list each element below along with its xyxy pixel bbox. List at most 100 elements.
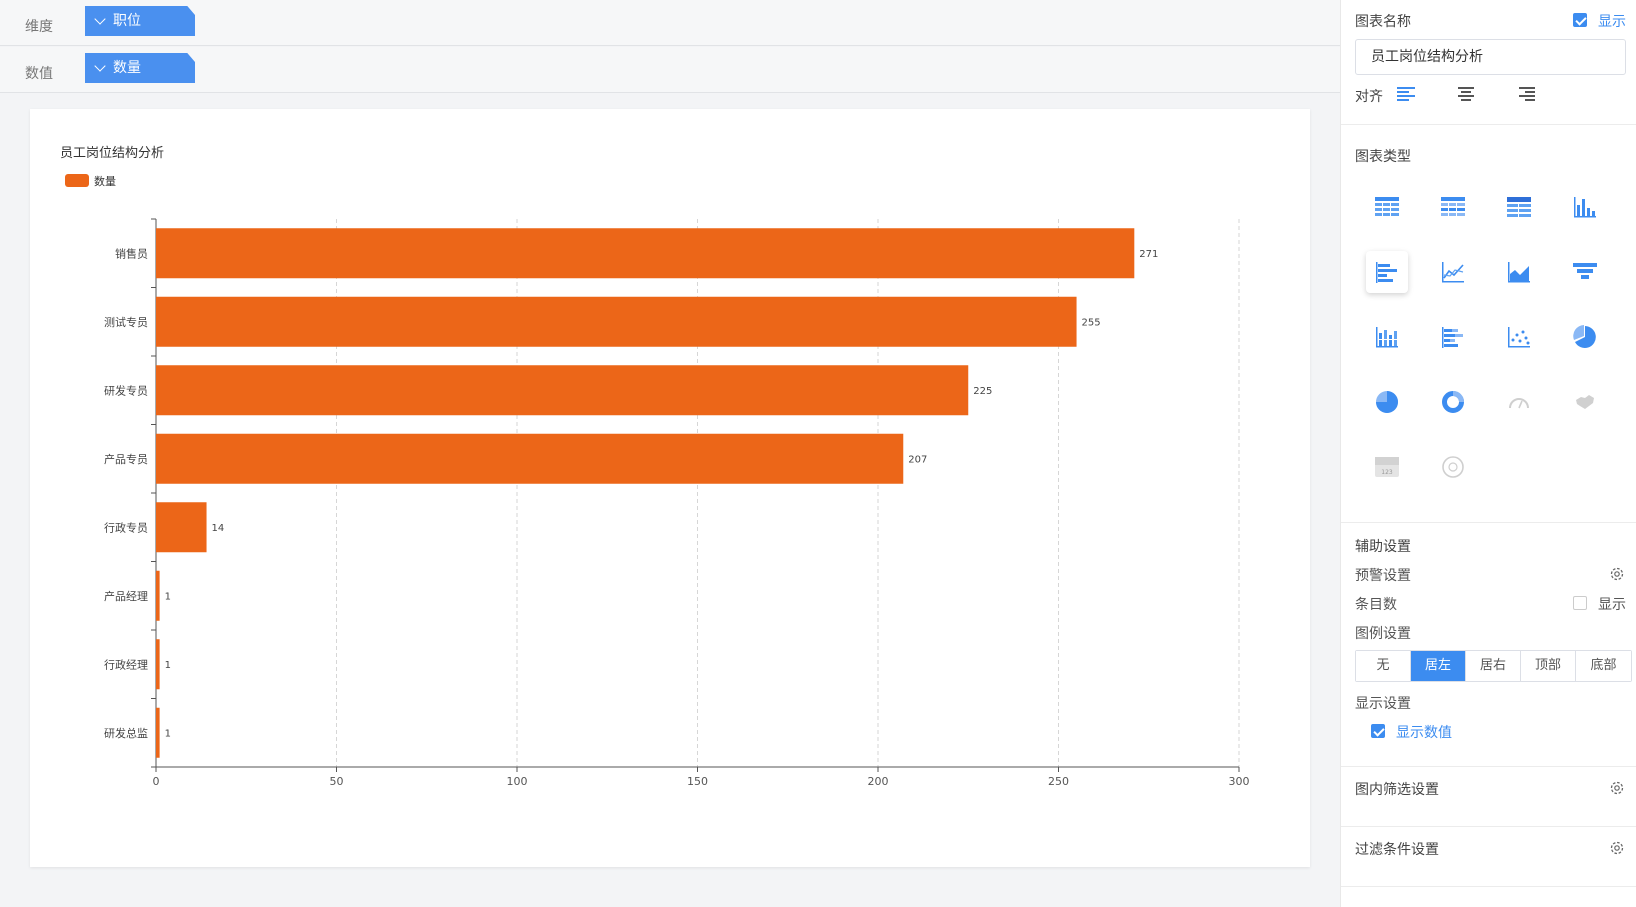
divider	[1341, 886, 1636, 887]
scatter-chart-type-icon[interactable]	[1498, 316, 1540, 358]
legend-option-bottom[interactable]: 底部	[1576, 651, 1631, 681]
category-label: 测试专员	[104, 315, 148, 329]
aux-settings-label: 辅助设置	[1355, 539, 1411, 555]
bar	[156, 570, 160, 621]
legend-option-none[interactable]: 无	[1356, 651, 1411, 681]
category-label: 研发总监	[104, 726, 148, 740]
warning-gear-icon[interactable]	[1609, 566, 1625, 582]
legend-label: 数量	[94, 175, 116, 188]
donut-chart-type-icon[interactable]	[1432, 381, 1474, 423]
data-label: 1	[165, 728, 171, 739]
measure-row: 数值 数量	[0, 47, 1340, 93]
inner-filter-gear-icon[interactable]	[1609, 780, 1625, 796]
map-chart-type-icon[interactable]	[1564, 381, 1606, 423]
x-tick-label: 300	[1229, 775, 1250, 788]
align-left-icon[interactable]	[1397, 87, 1415, 101]
funnel-chart-type-icon[interactable]	[1564, 251, 1606, 293]
category-label: 销售员	[115, 246, 148, 260]
legend-option-left[interactable]: 居左	[1411, 651, 1466, 681]
x-tick-label: 250	[1048, 775, 1069, 788]
show-values-label: 显示数值	[1396, 725, 1452, 741]
x-tick-label: 200	[868, 775, 889, 788]
area-chart-type-icon[interactable]	[1498, 251, 1540, 293]
data-label: 225	[973, 386, 992, 397]
bar	[156, 639, 160, 690]
chart-type-label: 图表类型	[1355, 149, 1411, 165]
filter-gear-icon[interactable]	[1609, 840, 1625, 856]
gauge-chart-type-icon[interactable]	[1498, 381, 1540, 423]
count-show-checkbox[interactable]	[1573, 596, 1587, 610]
warning-settings-label: 预警设置	[1355, 568, 1411, 584]
measure-label: 数值	[25, 66, 53, 82]
data-label: 14	[212, 523, 225, 534]
legend-swatch	[65, 174, 89, 187]
line-chart-type-icon[interactable]	[1432, 251, 1474, 293]
legend-settings-label: 图例设置	[1355, 626, 1411, 642]
divider	[1341, 766, 1636, 767]
x-tick-label: 50	[330, 775, 344, 788]
data-label: 1	[165, 591, 171, 602]
count-show-label: 显示	[1598, 597, 1626, 613]
bar	[156, 365, 969, 416]
bar	[156, 228, 1135, 279]
legend-option-top[interactable]: 顶部	[1521, 651, 1576, 681]
kpi-card-type-icon[interactable]: 123	[1366, 446, 1408, 488]
chevron-down-icon	[94, 60, 106, 72]
divider	[1341, 124, 1636, 125]
show-title-checkbox[interactable]	[1573, 13, 1587, 27]
bar	[156, 707, 160, 758]
detail-table-type-icon[interactable]	[1498, 186, 1540, 228]
bar	[156, 502, 207, 553]
count-label: 条目数	[1355, 597, 1397, 613]
show-title-label: 显示	[1598, 14, 1626, 30]
category-label: 研发专员	[104, 383, 148, 397]
x-tick-label: 100	[507, 775, 528, 788]
chart-name-input[interactable]: 员工岗位结构分析	[1355, 39, 1626, 75]
measure-value: 数量	[113, 60, 141, 76]
svg-text:123: 123	[1381, 469, 1393, 476]
legend-option-right[interactable]: 居右	[1466, 651, 1521, 681]
category-label: 行政经理	[104, 657, 148, 671]
chart-card: 员工岗位结构分析数量 0 50 100 150 200 250 300 销售员 271 测试专员 25…	[30, 109, 1310, 867]
stacked-bar-type-icon[interactable]	[1432, 316, 1474, 358]
bar-chart-type-icon[interactable]	[1366, 251, 1408, 293]
cross-table-type-icon[interactable]	[1432, 186, 1474, 228]
align-right-icon[interactable]	[1517, 87, 1535, 101]
dimension-row: 维度 职位	[0, 0, 1340, 46]
column-chart-type-icon[interactable]	[1564, 186, 1606, 228]
divider	[1341, 826, 1636, 827]
table-type-icon[interactable]	[1366, 186, 1408, 228]
chart-editor-area: 维度 职位 数值 数量 员工岗位结构分析 数量 0 50 100 150 200 250 300…	[0, 0, 1340, 867]
inner-filter-label: 图内筛选设置	[1355, 782, 1439, 798]
category-label: 产品专员	[104, 452, 148, 466]
display-settings-label: 显示设置	[1355, 696, 1411, 712]
dimension-value: 职位	[113, 13, 141, 29]
measure-pill[interactable]: 数量	[85, 53, 195, 83]
category-label: 产品经理	[104, 589, 148, 603]
dimension-pill[interactable]: 职位	[85, 6, 195, 36]
filter-conditions-label: 过滤条件设置	[1355, 842, 1439, 858]
divider	[1341, 522, 1636, 523]
legend-position-group: 无 居左 居右 顶部 底部	[1355, 650, 1632, 682]
settings-panel: 图表名称 显示 员工岗位结构分析 对齐 图表类型	[1340, 0, 1636, 907]
chevron-down-icon	[94, 13, 106, 25]
data-label: 207	[908, 454, 927, 465]
x-tick-label: 0	[153, 775, 160, 788]
x-tick-label: 150	[687, 775, 708, 788]
stacked-column-type-icon[interactable]	[1366, 316, 1408, 358]
chart-title: 员工岗位结构分析	[60, 146, 164, 161]
bar	[156, 433, 904, 484]
data-label: 1	[165, 660, 171, 671]
category-label: 行政专员	[104, 520, 148, 534]
pie-chart-type-icon[interactable]	[1564, 316, 1606, 358]
bar	[156, 296, 1077, 347]
align-center-icon[interactable]	[1457, 87, 1475, 101]
pie-percent-type-icon[interactable]	[1366, 381, 1408, 423]
chart-name-label: 图表名称	[1355, 14, 1411, 30]
data-label: 271	[1139, 249, 1158, 260]
wordcloud-type-icon[interactable]	[1432, 446, 1474, 488]
dimension-label: 维度	[25, 19, 53, 35]
data-label: 255	[1082, 317, 1101, 328]
show-values-checkbox[interactable]	[1371, 724, 1385, 738]
